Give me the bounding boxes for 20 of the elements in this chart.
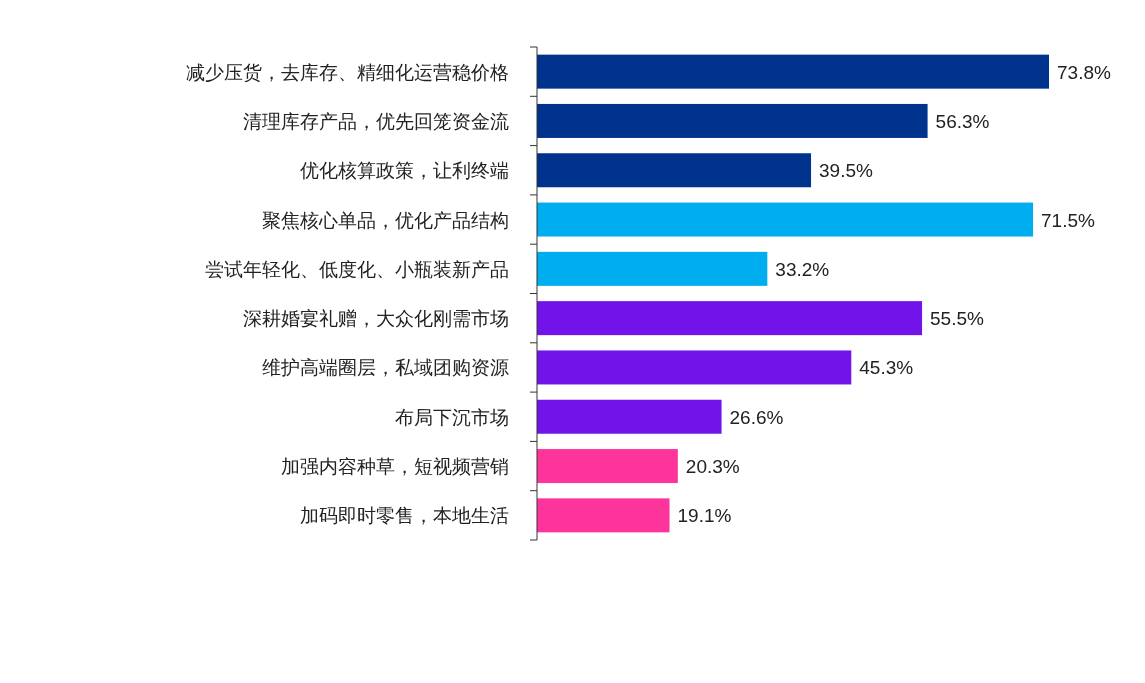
data-label: 39.5% (819, 160, 874, 182)
y-tick-label: 尝试年轻化、低度化、小瓶装新产品 (205, 258, 509, 280)
data-label: 26.6% (729, 406, 784, 428)
y-tick-label: 布局下沉市场 (395, 406, 509, 428)
y-tick-label: 加码即时零售，本地生活 (300, 505, 509, 527)
y-tick-label: 优化核算政策，让利终端 (300, 160, 509, 182)
y-tick-label: 聚焦核心单品，优化产品结构 (262, 209, 509, 231)
data-label: 56.3% (935, 110, 990, 132)
data-label: 73.8% (1057, 61, 1111, 83)
y-tick-label: 清理库存产品，优先回笼资金流 (243, 110, 509, 132)
data-label: 33.2% (775, 258, 830, 280)
data-label: 55.5% (930, 308, 985, 330)
y-tick-label: 加强内容种草，短视频营销 (281, 456, 509, 478)
data-label: 45.3% (859, 357, 914, 379)
data-label: 20.3% (685, 456, 740, 478)
data-label: 71.5% (1041, 209, 1096, 231)
y-tick-label: 维护高端圈层，私域团购资源 (262, 357, 509, 379)
y-tick-label: 深耕婚宴礼赠，大众化刚需市场 (243, 308, 509, 330)
y-tick-label: 减少压货，去库存、精细化运营稳价格 (186, 61, 509, 83)
data-label: 19.1% (677, 505, 732, 527)
